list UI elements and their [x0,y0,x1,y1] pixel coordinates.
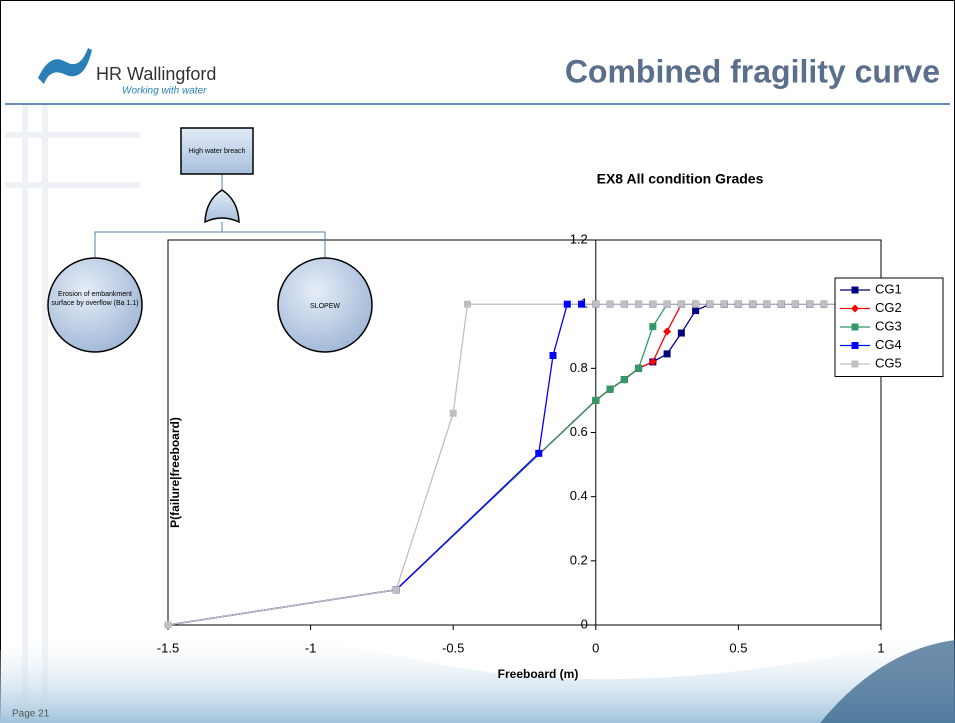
water-decor [0,630,955,723]
y-axis-label: P(failure|freeboard) [168,417,182,528]
data-point [620,300,628,308]
data-point [635,364,643,372]
data-point [606,300,614,308]
data-point [706,300,714,308]
data-point [649,300,657,308]
legend-label: CG1 [875,281,902,296]
data-point [463,300,471,308]
data-point [791,300,799,308]
data-point [549,352,557,359]
data-point [606,385,614,393]
basic-event [47,257,143,353]
data-point [677,329,685,337]
data-point [649,323,657,331]
node-label-box: Erosion of embankment surface by overflo… [51,291,139,307]
fault-tree: High water breach Erosion of embankment … [47,127,373,353]
legend-label: CG4 [875,337,902,352]
y-tick-label: 0.4 [570,488,588,503]
y-tick-label: 1.2 [570,231,588,246]
y-tick-label: 0.2 [570,552,588,567]
data-point [677,300,685,308]
data-point [620,376,628,384]
y-tick-label: 0.6 [570,424,588,439]
data-point [692,300,700,308]
page-number: Page 21 [12,709,50,720]
node-label: High water breach [189,148,246,155]
y-tick-label: 0 [581,616,588,631]
x-tick-label: -0.5 [442,640,464,655]
logo-tagline: Working with water [122,86,207,97]
basic-event [277,257,373,353]
data-point [449,409,457,417]
logo-mark [38,48,92,84]
connector [94,222,326,258]
x-tick-label: -1.5 [157,640,179,655]
top-event [180,127,254,175]
data-point [720,300,728,308]
data-point [663,327,672,336]
chart: EX8 All condition Grades Freeboard (m) P(f… [157,171,944,681]
x-tick-label: 1 [877,640,884,655]
decor-grid [5,105,140,700]
data-point [164,621,172,629]
chart-title: EX8 All condition Grades [597,171,764,187]
x-tick-label: 0 [592,640,599,655]
data-point [734,300,742,308]
legend-marker [851,286,859,294]
legend-label: CG3 [875,318,902,333]
data-point [663,300,671,308]
data-point [663,350,671,358]
legend-label: CG2 [875,300,902,315]
y-tick-label: 0.8 [570,360,588,375]
data-point [777,300,785,308]
legend-label: CG5 [875,355,902,370]
data-point [392,586,400,594]
legend-marker [851,323,859,331]
data-point [763,300,771,308]
node-label: Erosion of embankment surface by overflo… [51,291,139,307]
slide-title: Combined fragility curve [565,53,940,89]
data-point [806,300,814,308]
data-point [648,357,657,366]
data-point [592,396,600,404]
data-point [563,300,571,308]
data-point [692,307,700,315]
legend-marker [851,360,859,368]
data-point [535,449,543,457]
or-gate [204,189,240,224]
legend-marker [851,342,859,349]
wave-decor [820,640,955,723]
node-label: SLOPEW [310,303,340,310]
data-point [578,300,586,308]
legend-marker [851,304,859,313]
x-tick-label: -1 [305,640,317,655]
data-point [749,300,757,308]
data-point [820,300,828,308]
x-axis-label: Freeboard (m) [498,667,579,681]
data-point [635,300,643,308]
x-tick-label: 0.5 [729,640,747,655]
data-point [592,300,600,308]
logo-text: HR Wallingford [96,64,216,84]
